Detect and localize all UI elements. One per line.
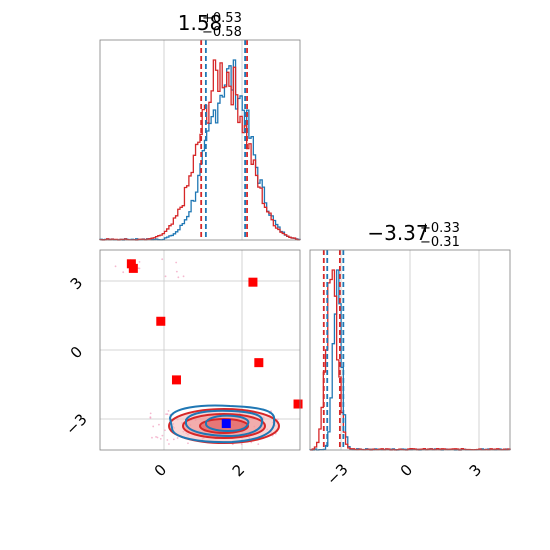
- hist2-title: −3.37: [367, 221, 428, 245]
- red-square-marker: [126, 259, 136, 269]
- sample-point: [155, 435, 157, 438]
- hist1-frame: [99, 39, 301, 241]
- hist-step-line-red: [99, 59, 301, 241]
- hist-step-line-red: [310, 269, 511, 451]
- red-square-marker: [171, 375, 181, 385]
- sample-point: [276, 418, 279, 421]
- sample-point: [158, 423, 160, 426]
- scatter-ytick-label: 3: [67, 274, 86, 293]
- sample-point: [175, 261, 178, 264]
- red-square-marker: [248, 277, 258, 287]
- sample-point: [257, 443, 260, 446]
- contour-blue-inner: [205, 414, 250, 433]
- red-square-marker: [156, 316, 166, 326]
- hist1-title-minus: −0.58: [202, 25, 242, 40]
- hist2-xtick-label: −3: [323, 460, 351, 488]
- hist2-title-minus: −0.31: [420, 235, 460, 250]
- hist2-title-plus: +0.33: [420, 221, 460, 236]
- sample-point: [166, 413, 169, 416]
- red-square-marker: [128, 263, 138, 273]
- sample-point: [164, 429, 166, 432]
- scatter-xtick-label: 2: [229, 461, 248, 480]
- sample-point: [187, 442, 189, 445]
- sample-point: [114, 265, 117, 268]
- sample-point: [161, 434, 164, 437]
- scatter-xtick-label: 0: [151, 461, 170, 480]
- sample-point: [175, 270, 178, 273]
- red-square-marker: [254, 358, 264, 368]
- sample-point: [168, 443, 170, 445]
- sample-point: [164, 275, 167, 278]
- contour-blue-outer: [168, 404, 276, 444]
- scatter-ytick-label: −3: [62, 410, 90, 438]
- blue-square-marker: [221, 419, 231, 429]
- sample-point: [165, 413, 167, 416]
- red-square-marker: [293, 399, 303, 409]
- scatter-ytick-label: 0: [67, 343, 86, 362]
- sample-point: [182, 275, 185, 278]
- sample-point: [166, 439, 169, 441]
- sample-point: [156, 436, 159, 439]
- sample-point: [161, 258, 164, 261]
- sample-point: [177, 276, 180, 279]
- hist2-title-median: −3.37: [367, 221, 428, 245]
- sample-point: [172, 438, 175, 441]
- sample-point: [149, 417, 152, 419]
- sample-point: [122, 271, 125, 274]
- sample-point: [151, 436, 153, 439]
- sample-point: [149, 412, 152, 415]
- hist-param2-panel: −3.37 +0.33 −0.31 −3 0 3: [309, 221, 511, 489]
- hist1-title-plus: +0.53: [202, 11, 242, 26]
- sample-point: [159, 438, 162, 440]
- sample-point: [152, 425, 155, 428]
- sample-point: [138, 261, 141, 263]
- sample-point: [176, 437, 179, 439]
- contour-blue-mid: [185, 409, 264, 438]
- sample-point: [240, 443, 243, 446]
- sample-point: [167, 410, 170, 412]
- hist2-frame: [309, 249, 511, 451]
- hist2-xtick-label: 0: [397, 461, 416, 480]
- contour-blue: [168, 404, 276, 444]
- scatter-2d-panel: 0 2 3 0 −3: [62, 249, 303, 480]
- sample-point: [250, 441, 253, 444]
- hist1-title: 1.58: [178, 11, 223, 35]
- scatter-frame: [99, 249, 301, 451]
- hist-param1-panel: 1.58 +0.53 −0.58: [99, 11, 301, 241]
- hist1-title-median: 1.58: [178, 11, 223, 35]
- hist2-xtick-label: 3: [466, 461, 485, 480]
